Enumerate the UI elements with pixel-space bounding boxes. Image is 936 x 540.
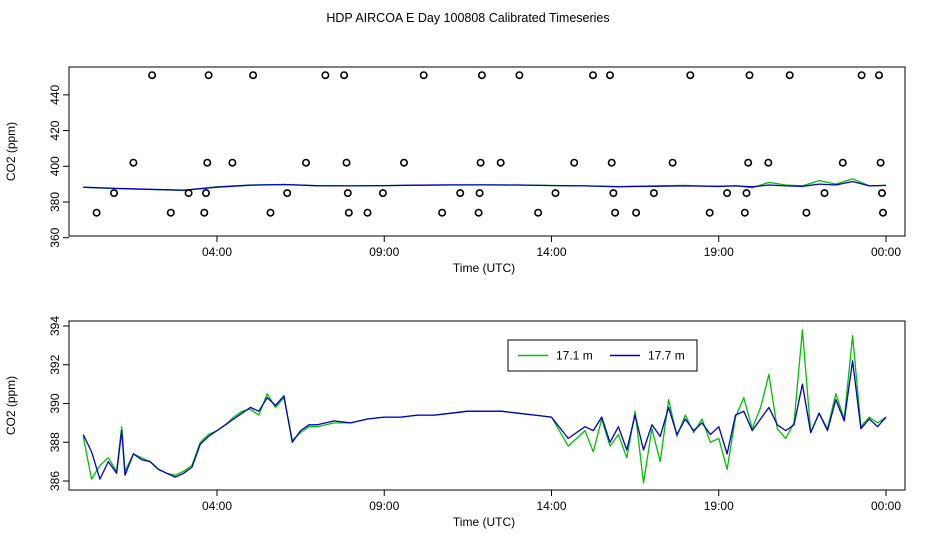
calibration-point	[340, 71, 349, 80]
calibration-point	[200, 208, 209, 217]
calibration-point	[740, 208, 749, 217]
calibration-point	[802, 208, 811, 217]
y-tick-label: 420	[48, 120, 62, 140]
calibration-point	[632, 208, 641, 217]
x-tick-label: 00:00	[871, 499, 901, 513]
plot-frame	[68, 320, 906, 491]
calibration-point	[438, 208, 447, 217]
calibration-point	[204, 71, 213, 80]
calibration-point	[249, 71, 258, 80]
legend-label: 17.1 m	[556, 349, 593, 363]
series-line-17-1-m	[82, 329, 887, 484]
calibration-point	[110, 189, 119, 198]
calibration-point	[321, 71, 330, 80]
y-axis-label: CO2 (ppm)	[4, 376, 18, 435]
calibration-point	[588, 71, 597, 80]
calibration-point	[474, 208, 483, 217]
y-tick-label: 380	[48, 192, 62, 212]
calibration-point	[344, 208, 353, 217]
calibration-point	[705, 208, 714, 217]
calibration-point	[607, 158, 616, 167]
y-tick-label: 360	[48, 227, 62, 247]
x-axis-label: Time (UTC)	[453, 261, 515, 275]
x-tick-label: 09:00	[369, 499, 399, 513]
calibration-point	[301, 158, 310, 167]
y-tick-label: 440	[48, 85, 62, 105]
calibration-point	[744, 158, 753, 167]
calibration-point	[515, 71, 524, 80]
calibration-point	[551, 189, 560, 198]
x-tick-label: 00:00	[871, 245, 901, 259]
calibration-point	[878, 208, 887, 217]
calibration-point	[477, 71, 486, 80]
x-tick-label: 14:00	[536, 499, 566, 513]
y-axis-label: CO2 (ppm)	[4, 122, 18, 181]
calibration-point	[820, 189, 829, 198]
calibration-point	[378, 189, 387, 198]
bottom-panel-co2-by-height: 04:00 09:00 14:00 19:00 00:00 Time (UTC) 386 38…	[4, 316, 906, 529]
calibration-point	[203, 158, 212, 167]
y-tick-label: 392	[48, 354, 62, 374]
plot-frame	[68, 66, 906, 237]
calibration-point	[166, 208, 175, 217]
series-line-blue	[83, 180, 887, 191]
top-panel-calibrated-timeseries: 04:00 09:00 14:00 19:00 00:00 Time (UTC) 360 38…	[4, 66, 906, 275]
calibration-point	[785, 71, 794, 80]
y-tick-label: 386	[48, 471, 62, 491]
x-tick-label: 09:00	[369, 245, 399, 259]
calibration-point	[874, 71, 883, 80]
plot-area	[82, 329, 887, 484]
chart-title: HDP AIRCOA E Day 100808 Calibrated Times…	[326, 11, 609, 25]
calibration-point	[266, 208, 275, 217]
x-tick-label: 19:00	[704, 499, 734, 513]
calibration-point	[496, 158, 505, 167]
calibration-point	[745, 71, 754, 80]
x-tick-label: 14:00	[536, 245, 566, 259]
calibration-point	[456, 189, 465, 198]
legend-label: 17.7 m	[648, 349, 685, 363]
calibration-point	[723, 189, 732, 198]
legend: 17.1 m 17.7 m	[507, 339, 698, 372]
calibration-point	[876, 158, 885, 167]
calibration-point	[399, 158, 408, 167]
calibration-point	[686, 71, 695, 80]
calibration-point	[92, 208, 101, 217]
x-tick-label: 19:00	[704, 245, 734, 259]
calibration-point	[877, 189, 886, 198]
calibration-point	[857, 71, 866, 80]
calibration-point	[609, 189, 618, 198]
x-axis-label: Time (UTC)	[453, 515, 515, 529]
calibration-point	[419, 71, 428, 80]
calibration-point	[570, 158, 579, 167]
y-tick-label: 390	[48, 393, 62, 413]
calibration-point	[605, 71, 614, 80]
calibration-point	[202, 189, 211, 198]
calibration-point	[475, 189, 484, 198]
calibration-point	[129, 158, 138, 167]
calibration-point	[283, 189, 292, 198]
series-line-17-7-m	[82, 360, 887, 480]
calibration-point	[611, 208, 620, 217]
calibration-point	[342, 158, 351, 167]
y-tick-label: 400	[48, 156, 62, 176]
x-tick-label: 04:00	[202, 245, 232, 259]
calibration-point	[228, 158, 237, 167]
x-tick-label: 04:00	[202, 499, 232, 513]
plot-area	[83, 178, 887, 192]
calibration-point	[742, 189, 751, 198]
calibration-point	[764, 158, 773, 167]
calibration-point	[476, 158, 485, 167]
calibration-point	[649, 189, 658, 198]
calibration-point	[838, 158, 847, 167]
y-tick-label: 394	[48, 316, 62, 336]
calibration-point	[343, 189, 352, 198]
calibration-point	[184, 189, 193, 198]
calibration-point	[363, 208, 372, 217]
calibration-point	[534, 208, 543, 217]
calibration-point	[668, 158, 677, 167]
calibration-point	[148, 71, 157, 80]
y-tick-label: 388	[48, 432, 62, 452]
